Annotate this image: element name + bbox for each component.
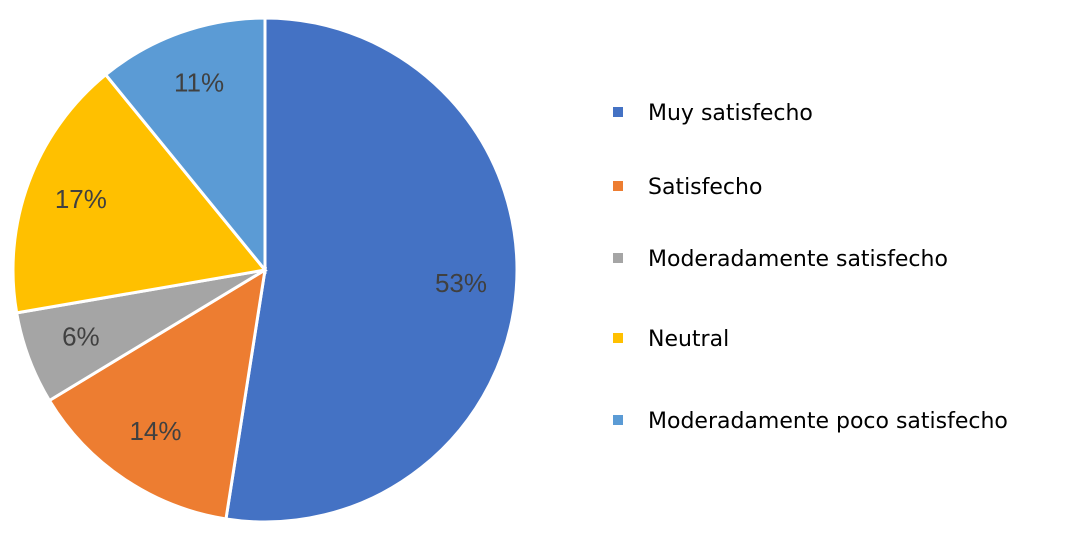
legend-label: Neutral — [648, 327, 729, 352]
data-label: 17% — [55, 184, 107, 214]
legend-marker — [613, 415, 623, 425]
pie-slice — [224, 16, 519, 524]
data-label: 11% — [174, 68, 224, 98]
legend-label: Muy satisfecho — [648, 101, 813, 126]
legend-label: Moderadamente poco satisfecho — [648, 409, 1008, 434]
data-label: 6% — [62, 322, 100, 352]
pie-slice — [103, 16, 267, 275]
pie-slice — [11, 72, 268, 315]
legend-marker — [613, 333, 623, 343]
pie-slice — [47, 267, 267, 521]
data-label: 53% — [435, 268, 487, 298]
legend-marker — [613, 107, 623, 117]
legend-label: Moderadamente satisfecho — [648, 247, 948, 272]
legend-label: Satisfecho — [648, 175, 762, 200]
legend-marker — [613, 181, 623, 191]
data-label: 14% — [129, 416, 181, 446]
legend-marker — [613, 253, 623, 263]
